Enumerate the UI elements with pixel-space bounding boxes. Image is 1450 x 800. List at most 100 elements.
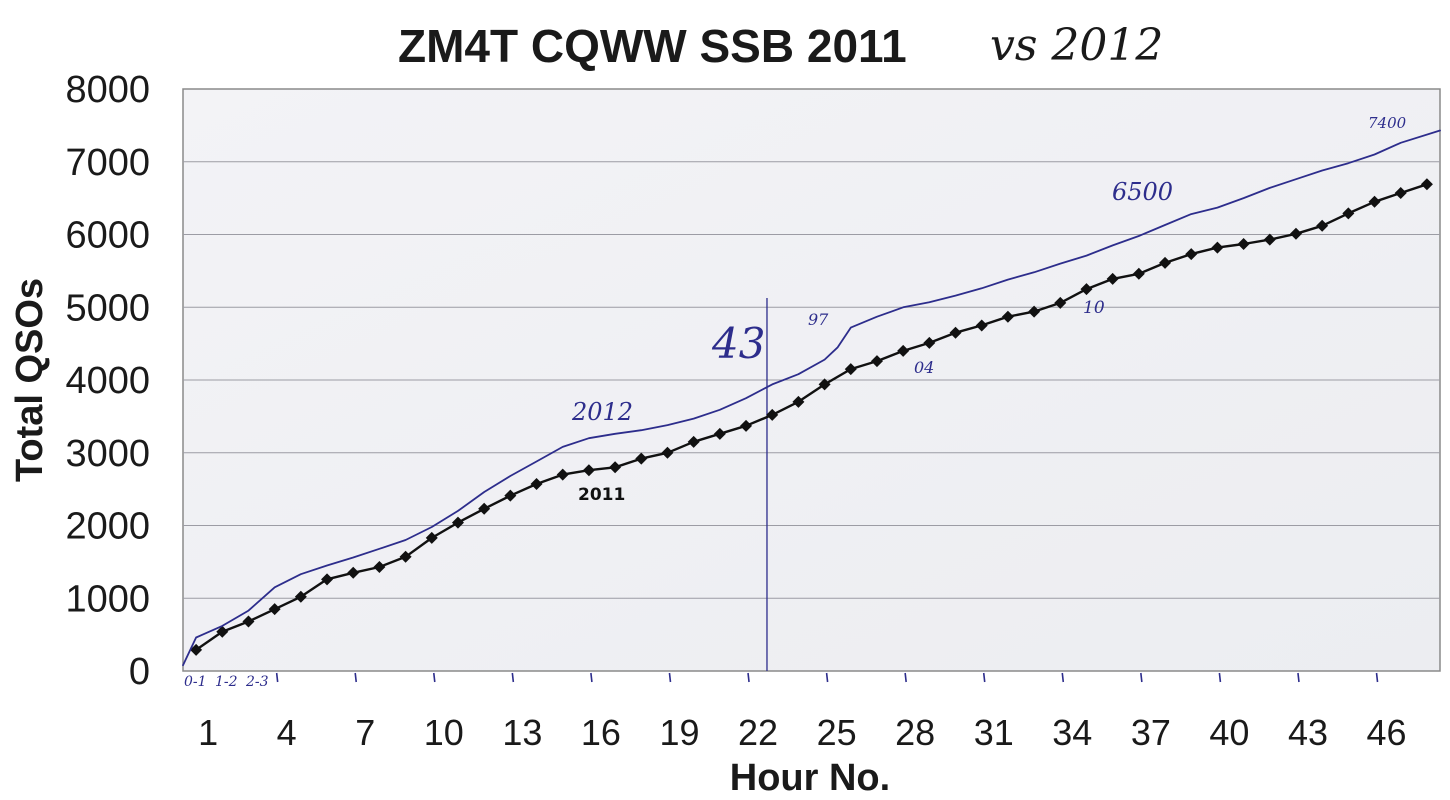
y-axis-ticks: 0 1000 2000 3000 4000 5000 6000 7000 8000 [65, 69, 150, 693]
x-axis-ticks: 1 4 7 10 13 16 19 22 25 28 31 34 37 40 43 46 [198, 712, 1406, 753]
data-point-2011 [347, 566, 360, 579]
data-point-2011 [635, 452, 648, 465]
data-point-2011 [975, 319, 988, 332]
x-tick-label: 7 [355, 712, 375, 753]
data-point-2011 [294, 590, 307, 603]
data-point-2011 [582, 464, 595, 477]
data-point-2011 [1368, 195, 1381, 208]
x-tick-label: 22 [738, 712, 778, 753]
x-tick-label: 46 [1367, 712, 1407, 753]
data-point-2011 [1132, 267, 1145, 280]
data-point-2011 [1263, 233, 1276, 246]
hand-tick-mark [511, 672, 515, 683]
data-point-2011 [1106, 272, 1119, 285]
handwritten-hour-ticks [275, 672, 1379, 683]
annotation-hour-1-2: 1-2 [215, 674, 238, 690]
data-point-2011 [1001, 310, 1014, 323]
data-point-2011 [425, 531, 438, 544]
hand-tick-mark [1140, 672, 1143, 683]
x-tick-label: 1 [198, 712, 218, 753]
y-tick-label: 8000 [65, 69, 150, 111]
annotation-hour-0-1: 0-1 [184, 674, 207, 690]
data-point-2011 [1289, 227, 1302, 240]
data-point-2011 [661, 446, 674, 459]
y-tick-label: 1000 [65, 578, 150, 620]
y-tick-label: 6000 [65, 215, 150, 257]
data-point-2011 [687, 435, 700, 448]
data-point-2011 [1080, 283, 1093, 296]
data-point-2011 [1316, 219, 1329, 232]
x-tick-label: 31 [974, 712, 1014, 753]
hand-tick-mark [1218, 672, 1222, 683]
data-point-2011 [766, 408, 779, 421]
x-tick-label: 43 [1288, 712, 1328, 753]
series-group [182, 129, 1441, 667]
y-tick-label: 7000 [65, 142, 150, 184]
data-point-2011 [1211, 241, 1224, 254]
annotation-10: 10 [1083, 298, 1105, 318]
data-point-2011 [949, 326, 962, 339]
chart-title-handwritten: vs 2012 [990, 20, 1163, 71]
annotation-43: 43 [711, 319, 765, 368]
hand-tick-mark [825, 672, 829, 683]
y-tick-label: 0 [129, 651, 150, 693]
hand-tick-mark [1375, 672, 1379, 683]
data-point-2011 [190, 643, 203, 656]
hand-tick-mark [354, 672, 358, 683]
data-point-2011 [242, 615, 255, 628]
x-tick-label: 13 [502, 712, 542, 753]
y-tick-label: 4000 [65, 360, 150, 402]
data-point-2011 [609, 461, 622, 474]
data-point-2011 [923, 336, 936, 349]
y-tick-label: 5000 [65, 287, 150, 329]
data-point-2011 [713, 427, 726, 440]
hand-tick-mark [590, 672, 593, 683]
annotation-2012: 2012 [571, 398, 633, 426]
data-point-2011 [1342, 207, 1355, 220]
grid-lines [183, 161, 1440, 599]
hand-tick-mark [668, 672, 672, 683]
annotation-97: 97 [808, 310, 829, 329]
x-tick-label: 19 [659, 712, 699, 753]
chart-title: ZM4T CQWW SSB 2011 [398, 20, 907, 72]
data-point-2011 [1420, 178, 1433, 191]
data-point-2011 [1185, 248, 1198, 261]
data-point-2011 [740, 419, 753, 432]
data-point-2011 [897, 344, 910, 357]
annotation-7400: 7400 [1368, 114, 1407, 132]
data-point-2011 [268, 603, 281, 616]
x-tick-label: 25 [817, 712, 857, 753]
x-tick-label: 10 [424, 712, 464, 753]
data-point-2011 [399, 550, 412, 563]
y-axis-title: Total QSOs [9, 278, 51, 482]
data-point-2011 [451, 516, 464, 529]
data-point-2011 [1054, 296, 1067, 309]
data-point-2011 [1237, 237, 1250, 250]
data-point-2011 [373, 560, 386, 573]
data-point-2011 [504, 489, 517, 502]
data-point-2011 [1028, 305, 1041, 318]
data-point-2011 [530, 478, 543, 491]
series-line-2012 [182, 129, 1441, 667]
hand-tick-mark [982, 672, 986, 683]
y-tick-label: 2000 [65, 506, 150, 548]
annotation-2011: 2011 [578, 485, 625, 505]
annotation-04: 04 [914, 358, 934, 377]
data-point-2011 [818, 378, 831, 391]
y-tick-label: 3000 [65, 433, 150, 475]
data-point-2011 [478, 502, 491, 515]
data-point-2011 [1394, 187, 1407, 200]
x-tick-label: 37 [1131, 712, 1171, 753]
hand-tick-mark [1297, 672, 1300, 683]
hand-tick-mark [747, 672, 750, 683]
data-point-2011 [216, 625, 229, 638]
data-point-2011 [321, 573, 334, 586]
x-axis-title: Hour No. [730, 757, 890, 799]
data-point-2011 [556, 468, 569, 481]
x-tick-label: 4 [277, 712, 297, 753]
hand-tick-mark [432, 672, 436, 683]
data-point-2011 [792, 395, 805, 408]
annotation-6500: 6500 [1112, 178, 1173, 206]
